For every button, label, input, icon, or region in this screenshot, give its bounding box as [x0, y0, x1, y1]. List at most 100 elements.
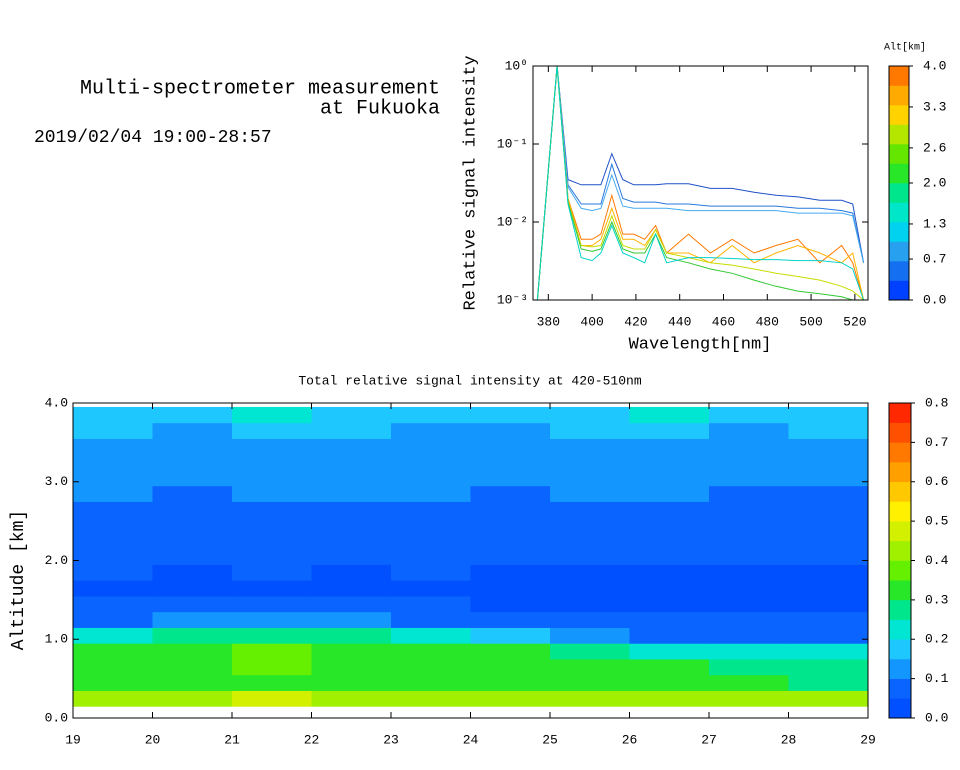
heat-cell — [788, 595, 869, 613]
x-tick-label: 20 — [145, 732, 161, 747]
heat-cell — [391, 454, 471, 471]
heat-cell — [311, 454, 392, 471]
heat-cell — [788, 674, 869, 691]
colorbar-tick-label: 0.7 — [925, 435, 948, 450]
heat-cell — [709, 501, 789, 518]
heat-cell — [550, 501, 630, 518]
heat-cell — [73, 438, 153, 455]
heat-cell — [550, 485, 630, 502]
heat-cell — [152, 454, 233, 471]
y-tick-label: 10⁻¹ — [497, 136, 528, 151]
colorbar-band — [889, 678, 911, 699]
heat-cell — [311, 564, 392, 581]
heat-cell — [550, 517, 630, 534]
heat-cell — [550, 627, 630, 644]
heat-cell — [788, 627, 869, 644]
heat-cell — [629, 611, 710, 628]
heat-cell — [788, 469, 869, 487]
heat-cell — [550, 564, 630, 581]
heat-cell — [709, 422, 789, 439]
heat-cell — [629, 674, 710, 691]
heat-cell — [470, 548, 551, 565]
y-tick-label: 10⁰ — [505, 58, 528, 73]
heat-cell — [232, 627, 312, 644]
heat-cell — [311, 406, 392, 424]
x-tick-label: 420 — [624, 314, 647, 329]
heat-cell — [470, 532, 551, 550]
heat-cell — [709, 406, 789, 424]
heat-cell — [152, 564, 233, 581]
heat-cell — [629, 517, 710, 534]
colorbar-tick-label: 0.5 — [925, 514, 948, 529]
heat-cell — [470, 422, 551, 439]
plot-frame — [532, 65, 869, 301]
heat-cell — [232, 674, 312, 691]
heat-cell — [709, 485, 789, 502]
heat-cell — [629, 580, 710, 597]
heat-cell — [232, 438, 312, 455]
x-tick-label: 28 — [781, 732, 797, 747]
heat-cell — [391, 564, 471, 581]
x-tick-label: 26 — [622, 732, 638, 747]
heat-cell — [311, 643, 392, 660]
heat-cell — [311, 485, 392, 502]
heat-cell — [788, 501, 869, 518]
colorbar-band — [889, 85, 909, 106]
heat-cell — [152, 532, 233, 550]
heat-cell — [391, 485, 471, 502]
heat-cell — [232, 501, 312, 518]
heat-cell — [550, 580, 630, 597]
colorbar-tick-label: 3.3 — [923, 99, 946, 114]
x-tick-label: 400 — [580, 314, 603, 329]
heat-cell — [470, 406, 551, 424]
heat-cell — [629, 595, 710, 613]
heat-cell — [709, 469, 789, 487]
heat-cell — [550, 690, 630, 707]
heat-cell — [311, 611, 392, 628]
heat-cell — [152, 469, 233, 487]
colorbar-band — [889, 66, 909, 86]
heat-cell — [709, 674, 789, 691]
heat-cell — [391, 517, 471, 534]
heat-cell — [73, 532, 153, 550]
heat-cell — [391, 469, 471, 487]
colorbar-band — [889, 619, 911, 640]
spectrum-line — [536, 66, 864, 300]
colorbar-band — [889, 222, 909, 242]
colorbar-tick-label: 0.1 — [925, 671, 949, 686]
heat-cell — [232, 658, 312, 676]
heat-cell — [311, 580, 392, 597]
heat-cell — [550, 611, 630, 628]
heat-cell — [470, 469, 551, 487]
colorbar-band — [889, 521, 911, 542]
colorbar-tick-label: 1.3 — [923, 216, 946, 231]
x-tick-label: 460 — [712, 314, 735, 329]
heat-cell — [311, 674, 392, 691]
heat-cell — [311, 517, 392, 534]
heat-cell — [73, 580, 153, 597]
y-tick-label: 2.0 — [45, 553, 68, 568]
colorbar-band — [889, 501, 911, 522]
colorbar-band — [889, 241, 909, 262]
colorbar-band — [889, 280, 909, 301]
heat-cell — [550, 454, 630, 471]
heat-cell — [391, 690, 471, 707]
heat-cell — [152, 501, 233, 518]
heat-cell — [709, 658, 789, 676]
colorbar-band — [889, 442, 911, 463]
heat-cell — [311, 627, 392, 644]
x-tick-label: 19 — [65, 732, 81, 747]
colorbar-band — [889, 202, 909, 223]
heat-cell — [629, 501, 710, 518]
heat-cell — [629, 627, 710, 644]
heat-cell — [629, 454, 710, 471]
heat-cell — [232, 595, 312, 613]
heat-cell — [709, 595, 789, 613]
colorbar-band — [889, 481, 911, 502]
heat-cell — [152, 627, 233, 644]
colorbar-band — [889, 698, 911, 719]
heat-cell — [311, 422, 392, 439]
heat-cell — [788, 438, 869, 455]
heat-cell — [391, 627, 471, 644]
